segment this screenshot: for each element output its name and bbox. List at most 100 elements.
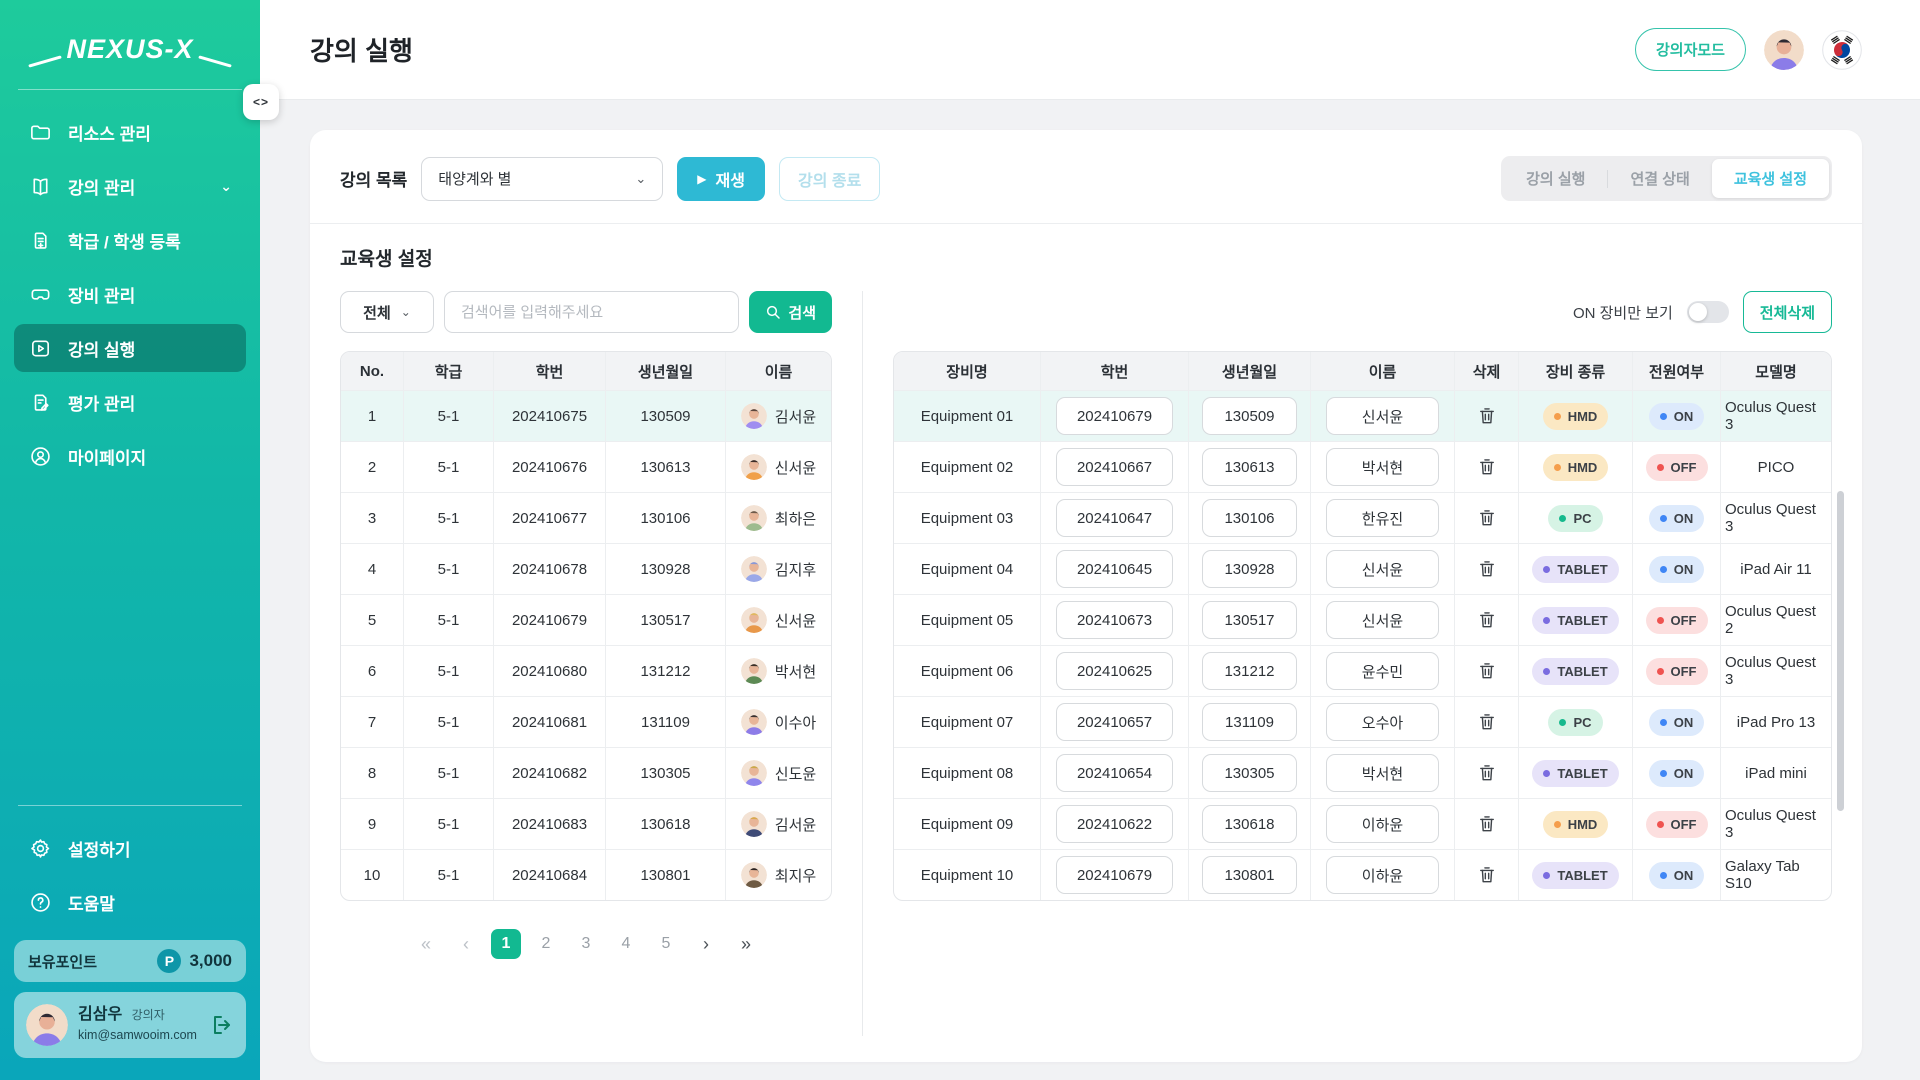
student-id-input-cell: [1040, 799, 1188, 849]
trash-icon[interactable]: [1475, 710, 1499, 734]
tab-2[interactable]: 연결 상태: [1630, 171, 1690, 188]
student-id-input[interactable]: [1056, 805, 1173, 843]
birth-input[interactable]: [1202, 448, 1297, 486]
page-4[interactable]: 4: [621, 935, 631, 952]
student-id-input[interactable]: [1056, 601, 1173, 639]
table-row[interactable]: 6 5-1 202410680 131212 박서현: [341, 645, 831, 696]
birth-input[interactable]: [1202, 550, 1297, 588]
table-row[interactable]: 5 5-1 202410679 130517 신서윤: [341, 594, 831, 645]
table-row[interactable]: 10 5-1 202410684 130801 최지우: [341, 849, 831, 900]
sidebar-item-1[interactable]: 설정하기: [14, 824, 246, 872]
first-page-icon[interactable]: «: [420, 933, 431, 954]
table-row[interactable]: Equipment 05 TABLET OFF Oculus Quest 2: [894, 594, 1831, 645]
table-row[interactable]: 8 5-1 202410682 130305 신도윤: [341, 747, 831, 798]
table-row[interactable]: Equipment 03 PC ON Oculus Quest 3: [894, 492, 1831, 543]
table-row[interactable]: Equipment 08 TABLET ON iPad mini: [894, 747, 1831, 798]
birth-input[interactable]: [1202, 652, 1297, 690]
student-id-input[interactable]: [1056, 448, 1173, 486]
table-row[interactable]: 4 5-1 202410678 130928 김지후: [341, 543, 831, 594]
page-5[interactable]: 5: [661, 935, 671, 952]
user-card[interactable]: 김삼우 강의자 kim@samwooim.com: [14, 992, 246, 1058]
filter-select[interactable]: 전체 ⌄: [340, 291, 434, 333]
table-row[interactable]: Equipment 10 TABLET ON Galaxy Tab S10: [894, 849, 1831, 900]
trash-icon[interactable]: [1475, 455, 1499, 479]
sidebar-collapse-button[interactable]: <>: [243, 84, 279, 120]
trash-icon[interactable]: [1475, 659, 1499, 683]
student-id-input[interactable]: [1056, 550, 1173, 588]
table-row[interactable]: Equipment 04 TABLET ON iPad Air 11: [894, 543, 1831, 594]
scrollbar-thumb[interactable]: [1837, 491, 1844, 811]
trash-icon[interactable]: [1475, 608, 1499, 632]
table-row[interactable]: 3 5-1 202410677 130106 최하은: [341, 492, 831, 543]
tab-3[interactable]: 교육생 설정: [1711, 159, 1829, 198]
lecturer-mode-button[interactable]: 강의자모드: [1634, 28, 1746, 71]
student-id-input[interactable]: [1056, 703, 1173, 741]
name-input[interactable]: [1325, 550, 1440, 588]
search-button[interactable]: 검색: [749, 291, 832, 333]
student-id-input[interactable]: [1056, 754, 1173, 792]
on-only-toggle[interactable]: [1686, 301, 1729, 323]
sidebar-item-2[interactable]: 강의 관리 ⌄: [14, 162, 246, 210]
trash-icon[interactable]: [1475, 812, 1499, 836]
sidebar-item-7[interactable]: 마이페이지: [14, 432, 246, 480]
logout-icon[interactable]: [210, 1013, 234, 1037]
name-input[interactable]: [1325, 805, 1440, 843]
page-1[interactable]: 1: [491, 929, 521, 959]
row-number: 10: [363, 866, 381, 884]
sidebar-item-5[interactable]: 강의 실행: [14, 324, 246, 372]
model-name-cell: Oculus Quest 3: [1720, 391, 1831, 441]
last-page-icon[interactable]: »: [740, 933, 751, 954]
name-input[interactable]: [1325, 703, 1440, 741]
birth-input[interactable]: [1202, 703, 1297, 741]
birth-input[interactable]: [1202, 805, 1297, 843]
korea-flag-icon[interactable]: [1822, 29, 1862, 70]
sidebar-item-4[interactable]: 장비 관리: [14, 270, 246, 318]
name-input[interactable]: [1325, 499, 1440, 537]
sidebar-item-3[interactable]: 학급 / 학생 등록: [14, 216, 246, 264]
student-id-input[interactable]: [1056, 397, 1173, 435]
trash-icon[interactable]: [1475, 863, 1499, 887]
trash-icon[interactable]: [1475, 761, 1499, 785]
table-row[interactable]: Equipment 06 TABLET OFF Oculus Quest 3: [894, 645, 1831, 696]
search-input[interactable]: [444, 291, 740, 333]
sidebar-item-1[interactable]: 리소스 관리: [14, 108, 246, 156]
prev-page-icon[interactable]: ‹: [463, 933, 469, 954]
table-row[interactable]: 1 5-1 202410675 130509 김서윤: [341, 390, 831, 441]
birth-input[interactable]: [1202, 856, 1297, 894]
name-input[interactable]: [1325, 448, 1440, 486]
points-card[interactable]: 보유포인트 P 3,000: [14, 940, 246, 982]
sidebar-item-2[interactable]: 도움말: [14, 878, 246, 926]
play-button[interactable]: ▶ 재생: [677, 156, 765, 201]
student-id-input[interactable]: [1056, 499, 1173, 537]
name-input[interactable]: [1325, 397, 1440, 435]
birth-input[interactable]: [1202, 397, 1297, 435]
next-page-icon[interactable]: ›: [703, 933, 709, 954]
table-row[interactable]: 2 5-1 202410676 130613 신서윤: [341, 441, 831, 492]
birth-input[interactable]: [1202, 601, 1297, 639]
name-input[interactable]: [1325, 601, 1440, 639]
student-id-input[interactable]: [1056, 652, 1173, 690]
sidebar-item-6[interactable]: 평가 관리: [14, 378, 246, 426]
trash-icon[interactable]: [1475, 404, 1499, 428]
page-2[interactable]: 2: [541, 935, 551, 952]
trash-icon[interactable]: [1475, 506, 1499, 530]
table-row[interactable]: Equipment 01 HMD ON Oculus Quest 3: [894, 390, 1831, 441]
lecture-select[interactable]: 태양계와 별 ⌄: [421, 156, 664, 201]
name-input[interactable]: [1325, 754, 1440, 792]
table-row[interactable]: 7 5-1 202410681 131109 이수아: [341, 696, 831, 747]
trash-icon[interactable]: [1475, 557, 1499, 581]
table-row[interactable]: Equipment 07 PC ON iPad Pro 13: [894, 696, 1831, 747]
delete-all-button[interactable]: 전체삭제: [1742, 291, 1832, 333]
tab-1[interactable]: 강의 실행: [1526, 171, 1586, 188]
table-row[interactable]: 9 5-1 202410683 130618 김서윤: [341, 798, 831, 849]
birth-input[interactable]: [1202, 499, 1297, 537]
name-input[interactable]: [1325, 856, 1440, 894]
table-row[interactable]: Equipment 02 HMD OFF PICO: [894, 441, 1831, 492]
birth-input[interactable]: [1202, 754, 1297, 792]
name-input[interactable]: [1325, 652, 1440, 690]
end-lecture-button[interactable]: 강의 종료: [778, 156, 881, 201]
profile-avatar[interactable]: [1764, 29, 1804, 70]
page-3[interactable]: 3: [581, 935, 591, 952]
student-id-input[interactable]: [1056, 856, 1173, 894]
table-row[interactable]: Equipment 09 HMD OFF Oculus Quest 3: [894, 798, 1831, 849]
